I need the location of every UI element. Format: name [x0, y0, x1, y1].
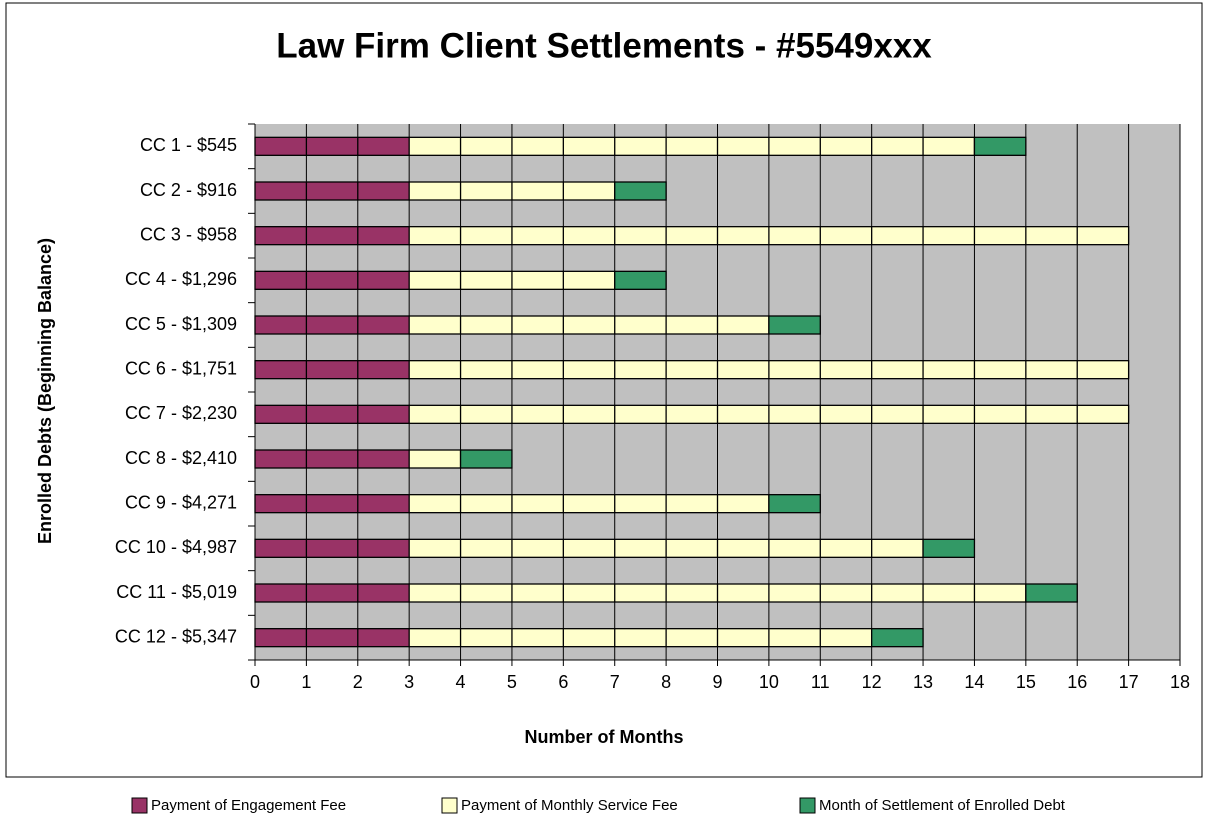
bar-segment: [254, 270, 410, 290]
x-tick-label: 0: [250, 672, 260, 692]
bar-segment: [254, 494, 410, 514]
chart-title: Law Firm Client Settlements - #5549xxx: [276, 26, 932, 65]
legend-label: Month of Settlement of Enrolled Debt: [819, 797, 1066, 814]
bar-segment: [408, 449, 462, 469]
y-tick-label: CC 1 - $545: [140, 135, 237, 155]
x-tick-label: 3: [404, 672, 414, 692]
bar-segment: [768, 494, 821, 514]
y-tick-label: CC 4 - $1,296: [125, 269, 237, 289]
legend-swatch: [131, 797, 148, 814]
bar-segment: [254, 315, 410, 335]
x-tick-label: 1: [301, 672, 311, 692]
y-tick-label: CC 6 - $1,751: [125, 358, 237, 378]
legend-swatch: [441, 797, 458, 814]
x-tick-label: 16: [1067, 672, 1087, 692]
legend-swatch: [799, 797, 816, 814]
y-tick-label: CC 8 - $2,410: [125, 448, 237, 468]
bar-segment: [614, 270, 667, 290]
y-axis-title: Enrolled Debts (Beginning Balance): [35, 238, 55, 544]
bar-segment: [408, 315, 770, 335]
x-tick-label: 2: [353, 672, 363, 692]
x-tick-label: 10: [759, 672, 779, 692]
y-tick-label: CC 3 - $958: [140, 224, 237, 244]
x-tick-label: 15: [1016, 672, 1036, 692]
bar-segment: [254, 226, 410, 246]
x-tick-label: 14: [964, 672, 984, 692]
bar-segment: [254, 181, 410, 201]
y-tick-label: CC 11 - $5,019: [116, 582, 237, 602]
bar-segment: [408, 136, 976, 156]
bar-segment: [254, 360, 410, 380]
bar-segment: [254, 538, 410, 558]
x-axis-title: Number of Months: [525, 727, 684, 747]
bar-segment: [254, 404, 410, 424]
y-tick-label: CC 7 - $2,230: [125, 403, 237, 423]
bar-segment: [254, 136, 410, 156]
x-tick-label: 11: [811, 672, 830, 692]
bar-segment: [254, 628, 410, 648]
bar-segment: [254, 449, 410, 469]
y-tick-label: CC 2 - $916: [140, 180, 237, 200]
bar-segment: [254, 583, 410, 603]
x-tick-label: 6: [558, 672, 568, 692]
x-tick-label: 8: [661, 672, 671, 692]
bar-segment: [973, 136, 1027, 156]
x-tick-label: 17: [1119, 672, 1139, 692]
x-tick-label: 5: [507, 672, 517, 692]
x-tick-label: 13: [913, 672, 933, 692]
y-tick-label: CC 9 - $4,271: [125, 492, 237, 512]
bar-segment: [1025, 583, 1078, 603]
x-tick-label: 18: [1170, 672, 1190, 692]
bar-segment: [408, 494, 770, 514]
legend-label: Payment of Engagement Fee: [151, 797, 346, 814]
bar-segment: [408, 628, 873, 648]
bar-segment: [768, 315, 821, 335]
y-tick-label: CC 5 - $1,309: [125, 314, 237, 334]
bar-segment: [871, 628, 924, 648]
bar-segment: [614, 181, 667, 201]
legend-label: Payment of Monthly Service Fee: [461, 797, 678, 814]
x-tick-label: 4: [456, 672, 466, 692]
x-tick-label: 9: [712, 672, 722, 692]
bar-segment: [459, 449, 513, 469]
x-tick-label: 12: [862, 672, 882, 692]
x-tick-label: 7: [610, 672, 620, 692]
bar-segment: [922, 538, 976, 558]
y-tick-label: CC 12 - $5,347: [115, 626, 237, 646]
y-tick-label: CC 10 - $4,987: [115, 537, 237, 557]
